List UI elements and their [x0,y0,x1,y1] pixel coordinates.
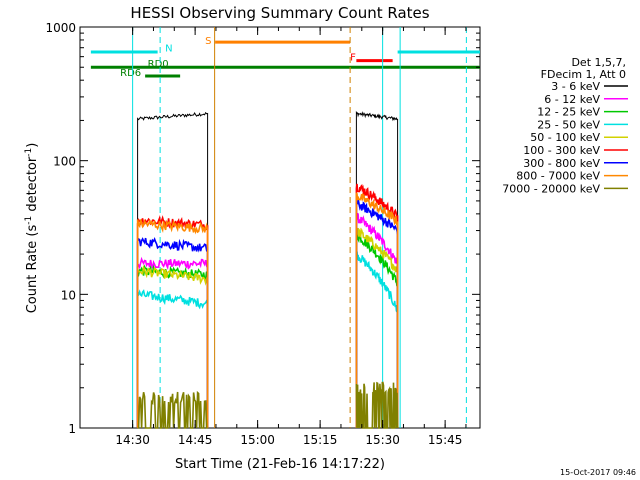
series-line-300-800-kev [355,199,399,428]
flag-label-n: N [165,44,172,55]
x-tick-label: 15:00 [240,433,275,447]
series-line-100-300-kev [136,215,209,428]
series-line-6-12-kev [355,212,399,428]
y-axis-label-part2: detector [25,156,40,216]
y-tick-label: 10 [61,288,76,302]
series-line-50-100-kev [136,264,209,428]
series-line-25-50-kev [355,251,399,428]
series-line-50-100-kev [355,227,399,428]
series-line-300-800-kev [136,236,209,428]
axes-layer: 1 10 100 1000 14:30 14:45 15:00 15:15 15:30 15:45 [45,21,480,447]
flag-label-s: S [205,36,211,47]
y-axis-label-sup1: -1 [24,216,34,225]
y-axis-label-part1: Count Rate (s [25,225,40,314]
flag-label-rd0: RD0 [148,59,169,70]
series-line-3-6-kev [137,111,209,428]
footer-timestamp: 15-Oct-2017 09:46 [560,468,636,477]
x-tick-label: 14:30 [115,433,150,447]
y-axis-label-part3: ) [25,143,40,148]
legend-label-7000-20000-kev: 7000 - 20000 keV [502,182,600,195]
series-line-12-25-kev [355,231,399,428]
series-line-800-7000-kev [136,218,209,428]
series-line-3-6-kev [355,110,399,428]
series-line-6-12-kev [136,256,209,428]
legend-label-6-12-kev: 6 - 12 keV [544,93,600,106]
y-tick-label: 100 [53,155,76,169]
flag-label-f: F [350,53,356,64]
legend-header-2: FDecim 1, Att 0 [541,68,626,81]
legend-header-1: Det 1,5,7, [571,56,626,69]
series-line-7000-20000-kev [355,381,399,429]
series-line-800-7000-kev [355,192,399,428]
legend-label-50-100-kev: 50 - 100 keV [530,131,600,144]
plot-frame [79,26,481,429]
legend-label-12-25-kev: 12 - 25 keV [537,106,600,119]
x-axis-label: Start Time (21-Feb-16 14:17:22) [175,457,385,472]
y-axis-label-sup2: -1 [24,148,34,157]
y-tick-label: 1000 [45,21,76,35]
plot-area [79,26,481,429]
legend-label-25-50-kev: 25 - 50 keV [537,118,600,131]
flags-layer: N S F RD0 RD6 [90,36,480,79]
legend-label-3-6-kev: 3 - 6 keV [551,80,600,93]
x-tick-label: 15:30 [365,433,400,447]
legend-label-100-300-kev: 100 - 300 keV [523,144,600,157]
legend-label-800-7000-kev: 800 - 7000 keV [516,170,600,183]
flag-label-rd6: RD6 [120,68,141,79]
chart-title: HESSI Observing Summary Count Rates [130,4,429,22]
y-tick-label: 1 [68,422,76,436]
series-line-25-50-kev [136,289,209,428]
vertical-markers [132,27,467,428]
y-axis-label: Count Rate (s-1 detector-1) [24,143,40,314]
series-layer [136,110,399,429]
x-tick-label: 15:15 [303,433,338,447]
series-line-7000-20000-kev [137,390,208,429]
x-tick-label: 15:45 [428,433,463,447]
x-tick-label: 14:45 [178,433,213,447]
legend-label-300-800-kev: 300 - 800 keV [523,157,600,170]
